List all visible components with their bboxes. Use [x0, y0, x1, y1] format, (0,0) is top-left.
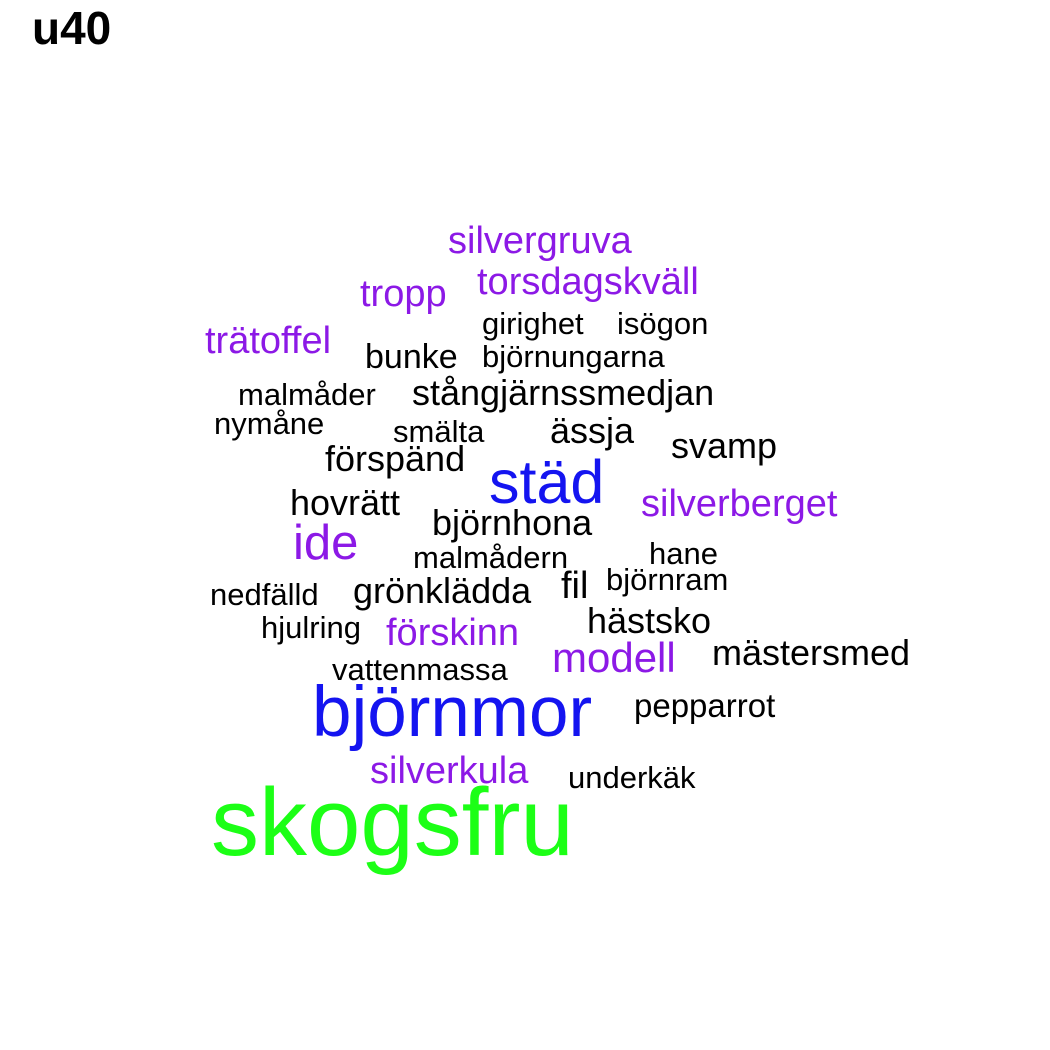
word-bjornmor: björnmor	[312, 673, 593, 752]
word-girighet: girighet	[482, 306, 584, 341]
word-hane: hane	[649, 536, 718, 571]
word-bjornram: björnram	[606, 562, 729, 597]
word-hjulring: hjulring	[261, 610, 361, 645]
word-stangjarnssmedjan: stångjärnssmedjan	[412, 372, 715, 413]
word-smalta: smälta	[393, 414, 485, 449]
word-hastsko: hästsko	[587, 600, 712, 641]
word-underkak: underkäk	[568, 760, 696, 795]
word-ide: ide	[293, 516, 359, 570]
word-nymane: nymåne	[214, 406, 325, 441]
word-assja: ässja	[550, 410, 635, 451]
word-skogsfru: skogsfru	[211, 769, 574, 876]
word-nedfalld: nedfälld	[210, 577, 319, 612]
word-mastersmed: mästersmed	[712, 632, 911, 673]
word-hovratt: hovrätt	[290, 482, 401, 523]
word-torsdagskvall: torsdagskväll	[477, 261, 699, 303]
word-forspand: förspänd	[325, 438, 466, 479]
word-gronkladda: grönklädda	[353, 570, 532, 611]
word-pepparrot: pepparrot	[634, 687, 776, 724]
plot-title: u40	[32, 2, 112, 54]
word-fil: fil	[561, 565, 589, 607]
word-malmader: malmåder	[238, 377, 376, 412]
word-bunke: bunke	[365, 338, 458, 376]
word-malmadern: malmådern	[413, 540, 569, 575]
word-stad: städ	[489, 448, 605, 516]
word-forskinn: förskinn	[386, 612, 520, 654]
word-vattenmassa: vattenmassa	[332, 652, 508, 687]
word-svamp: svamp	[671, 425, 778, 466]
word-modell: modell	[552, 634, 676, 681]
word-tropp: tropp	[360, 273, 447, 315]
word-isogon: isögon	[617, 306, 709, 341]
word-bjornhona: björnhona	[432, 502, 593, 543]
word-bjornungarna: björnungarna	[482, 339, 665, 374]
word-silverkula: silverkula	[370, 750, 529, 792]
word-silverberget: silverberget	[641, 483, 838, 525]
word-tratoffel: trätoffel	[205, 320, 332, 362]
word-silvergruva: silvergruva	[448, 220, 632, 262]
